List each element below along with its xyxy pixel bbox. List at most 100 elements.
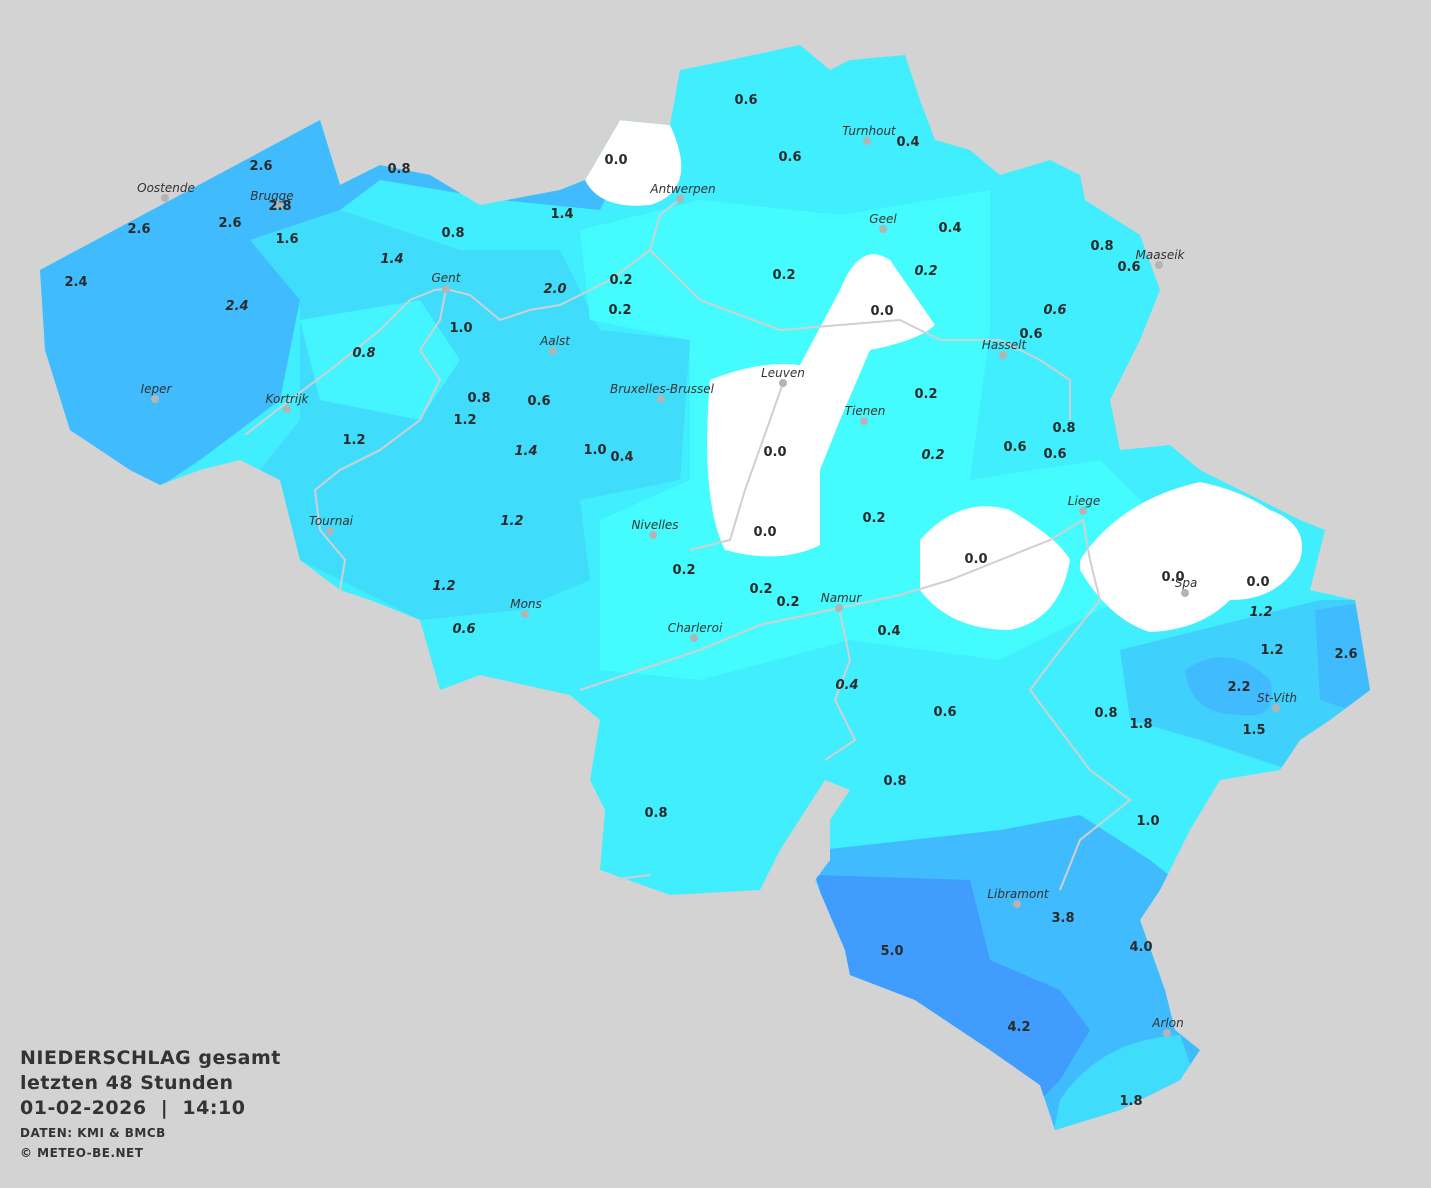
precipitation-value: 0.8	[1052, 421, 1075, 436]
city-label: Arlon	[1151, 1016, 1183, 1030]
precipitation-value: 0.2	[914, 387, 937, 402]
precipitation-value: 1.2	[342, 433, 365, 448]
zone-darkest-south	[815, 875, 1090, 1100]
river-schelde-leie	[244, 287, 448, 591]
precipitation-value: 4.2	[1007, 1020, 1030, 1035]
precipitation-value: 0.0	[964, 552, 987, 567]
precipitation-value: 1.6	[275, 232, 298, 247]
precipitation-value: 0.4	[938, 221, 961, 236]
precipitation-value: 2.6	[249, 159, 272, 174]
precipitation-value: 0.0	[753, 525, 776, 540]
precipitation-value: 0.2	[672, 563, 695, 578]
precipitation-value: 0.4	[877, 624, 900, 639]
precipitation-value: 0.8	[441, 226, 464, 241]
precipitation-value: 0.2	[609, 273, 632, 288]
precipitation-value: 0.0	[1161, 570, 1184, 585]
city-marker	[275, 201, 283, 209]
city-marker	[549, 347, 557, 355]
city-label: St-Vith	[1257, 691, 1297, 705]
precipitation-value: 0.6	[1019, 327, 1042, 342]
zone-dry-spa	[1080, 482, 1302, 632]
precipitation-value: 0.8	[1094, 706, 1117, 721]
river-dijle	[689, 382, 784, 551]
map-datetime: 01-02-2026 | 14:10	[20, 1097, 246, 1119]
precipitation-value: 0.0	[870, 304, 893, 319]
precipitation-value: 0.8	[387, 162, 410, 177]
precipitation-value: 2.0	[543, 282, 566, 297]
city-label: Leuven	[761, 366, 805, 380]
city-label: Hasselt	[982, 338, 1028, 352]
precipitation-value: 0.4	[835, 678, 858, 693]
precipitation-value: 0.6	[778, 150, 801, 165]
precipitation-value: 0.2	[749, 582, 772, 597]
map-legend: NIEDERSCHLAG gesamt letzten 48 Stunden 0…	[20, 1046, 281, 1163]
city-marker	[863, 137, 871, 145]
precipitation-value: 0.0	[604, 153, 627, 168]
precipitation-value: 1.2	[453, 413, 476, 428]
city-marker	[657, 395, 665, 403]
city-label: Namur	[821, 591, 863, 605]
river-demer	[649, 249, 1071, 420]
precipitation-value: 0.6	[1043, 303, 1066, 318]
precipitation-value: 2.4	[225, 299, 248, 314]
city-label: Charleroi	[668, 621, 723, 635]
precipitation-value: 1.2	[432, 579, 455, 594]
precipitation-value: 0.2	[772, 268, 795, 283]
precipitation-value: 0.8	[883, 774, 906, 789]
precipitation-value: 0.8	[352, 346, 375, 361]
map-title: NIEDERSCHLAG gesamt	[20, 1047, 281, 1069]
city-marker	[1155, 261, 1163, 269]
city-label: Aalst	[539, 334, 571, 348]
city-label: Spa	[1175, 576, 1198, 590]
precipitation-value: 2.6	[127, 222, 150, 237]
rivers	[244, 198, 1132, 891]
city-label: Libramont	[987, 887, 1050, 901]
zone-dark-stvith	[1185, 657, 1272, 716]
precipitation-value: 0.0	[763, 445, 786, 460]
city-marker	[1013, 900, 1021, 908]
city-label: Tournai	[309, 514, 354, 528]
zone-dry-leuven	[707, 254, 935, 557]
city-label: Tienen	[845, 404, 886, 418]
city-label: Liege	[1068, 494, 1100, 508]
precipitation-value: 0.6	[1003, 440, 1026, 455]
city-marker	[779, 379, 787, 387]
precipitation-value: 1.0	[449, 321, 472, 336]
map-period: letzten 48 Stunden	[20, 1072, 234, 1094]
precipitation-value: 0.0	[1246, 575, 1269, 590]
precipitation-value: 0.6	[933, 705, 956, 720]
precipitation-value: 0.2	[862, 511, 885, 526]
city-marker	[1079, 507, 1087, 515]
city-marker	[151, 395, 159, 403]
zone-dry-east	[920, 506, 1070, 630]
city-label: Mons	[510, 597, 542, 611]
city-marker	[521, 610, 529, 618]
city-marker	[161, 194, 169, 202]
precipitation-value: 2.2	[1227, 680, 1250, 695]
city-marker	[835, 604, 843, 612]
precipitation-value: 1.8	[1129, 717, 1152, 732]
city-marker	[283, 405, 291, 413]
precipitation-value: 0.2	[776, 595, 799, 610]
river-schelde-east	[445, 198, 681, 322]
city-marker	[860, 417, 868, 425]
city-label: Turnhout	[842, 124, 897, 138]
city-label: Kortrijk	[266, 392, 310, 406]
city-label: Bruxelles-Brussel	[610, 382, 715, 396]
city-label: Oostende	[137, 181, 195, 195]
river-south	[609, 874, 651, 881]
precipitation-value: 2.8	[268, 199, 291, 214]
precipitation-value: 1.0	[1136, 814, 1159, 829]
data-source: DATEN: KMI & BMCB	[20, 1126, 166, 1140]
city-marker	[442, 285, 450, 293]
precipitation-values: 2.6 2.6 2.6 2.8 1.6 2.4 2.4 0.8 0.8 1.4 1.4 2.0 1.0 0…	[64, 93, 1357, 1109]
city-marker	[690, 634, 698, 642]
precipitation-value: 1.4	[514, 444, 537, 459]
city-label: Brugge	[250, 189, 293, 203]
city-label: Geel	[869, 212, 897, 226]
precipitation-value: 2.4	[64, 275, 87, 290]
city-marker	[1163, 1029, 1171, 1037]
precipitation-value: 1.0	[583, 443, 606, 458]
